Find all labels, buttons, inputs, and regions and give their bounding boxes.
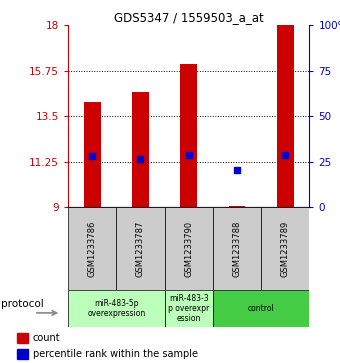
Point [283, 152, 288, 158]
Bar [116, 207, 165, 290]
Bar [261, 207, 309, 290]
Text: percentile rank within the sample: percentile rank within the sample [33, 350, 198, 359]
Title: GDS5347 / 1559503_a_at: GDS5347 / 1559503_a_at [114, 11, 264, 24]
Bar [17, 333, 28, 343]
Text: GSM1233789: GSM1233789 [281, 221, 290, 277]
Text: control: control [248, 304, 274, 313]
Bar [277, 25, 294, 207]
Point [234, 167, 240, 172]
Point [138, 156, 143, 162]
Bar [228, 206, 245, 207]
Text: GSM1233790: GSM1233790 [184, 221, 193, 277]
Bar [180, 64, 197, 207]
Bar [213, 207, 261, 290]
Bar [165, 207, 213, 290]
Text: miR-483-3
p overexpr
ession: miR-483-3 p overexpr ession [168, 294, 209, 323]
Text: GSM1233786: GSM1233786 [88, 220, 97, 277]
Bar [165, 290, 213, 327]
Text: count: count [33, 333, 60, 343]
Text: GSM1233787: GSM1233787 [136, 220, 145, 277]
Bar [68, 207, 116, 290]
Bar [132, 92, 149, 207]
Bar [17, 349, 28, 359]
Text: miR-483-5p
overexpression: miR-483-5p overexpression [87, 299, 146, 318]
Bar [84, 102, 101, 207]
Bar [213, 290, 309, 327]
Text: GSM1233788: GSM1233788 [233, 220, 241, 277]
Point [186, 152, 191, 158]
Bar [68, 290, 165, 327]
Point [89, 154, 95, 159]
Text: protocol: protocol [1, 299, 44, 309]
